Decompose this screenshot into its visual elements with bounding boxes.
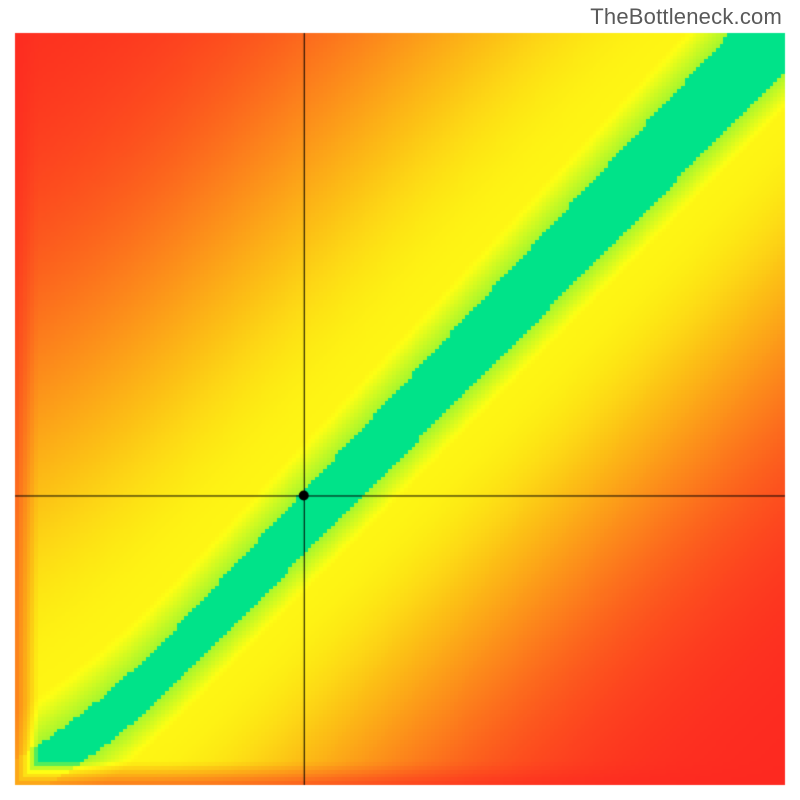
- watermark-text: TheBottleneck.com: [590, 4, 782, 30]
- heatmap-canvas: [0, 0, 800, 800]
- chart-container: TheBottleneck.com: [0, 0, 800, 800]
